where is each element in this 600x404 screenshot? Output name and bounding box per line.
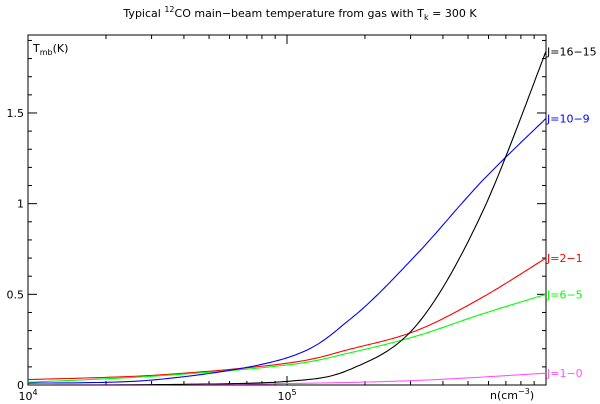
x-tick-label-base: 10 <box>277 390 291 403</box>
series-label: J=2−1 <box>546 252 583 265</box>
y-tick-label: 1.5 <box>7 107 25 120</box>
y-tick-label: 1 <box>17 198 24 211</box>
x-tick-label-exponent: 5 <box>291 388 296 397</box>
y-tick-label: 0.5 <box>7 288 25 301</box>
title-suffix: = 300 K <box>429 7 478 20</box>
series-line <box>28 51 547 386</box>
title-main: CO main−beam temperature from gas with T <box>175 7 425 20</box>
title-subscript: k <box>424 13 429 22</box>
series-label: J=10−9 <box>546 112 590 125</box>
series-line <box>27 257 547 381</box>
x-tick-label: 105 <box>277 388 296 403</box>
title-prefix: Typical <box>122 7 164 20</box>
y-axis-label-main: T <box>32 42 40 55</box>
series-label: J=16−15 <box>546 45 597 58</box>
chart-title: Typical 12CO main−beam temperature from … <box>122 5 477 22</box>
series-labels: J=1−0 J=2−1 J=6−5 J=10−9 J=16−15 <box>546 45 597 380</box>
x-axis-label-close: ) <box>530 389 534 402</box>
x-axis-label: n(cm−3) <box>490 387 534 402</box>
x-tick-label-exponent: 4 <box>32 388 37 397</box>
y-axis-label-sub: mb <box>40 48 53 57</box>
x-tick-label: 104 <box>18 388 37 403</box>
x-axis-label-sup: −3 <box>518 387 530 396</box>
y-tick-label: 0 <box>17 379 24 392</box>
series-label: J=6−5 <box>546 288 583 301</box>
series-lines <box>27 51 547 386</box>
y-axis-label-unit: (K) <box>53 42 69 55</box>
series-line <box>27 117 547 384</box>
title-isotope: 12 <box>164 5 174 14</box>
series-label: J=1−0 <box>546 367 583 380</box>
plot-frame <box>27 34 547 386</box>
series-line <box>27 293 547 383</box>
axis-ticks <box>27 35 546 386</box>
y-axis-label: Tmb(K) <box>32 42 68 57</box>
x-tick-label-base: 10 <box>18 390 32 403</box>
x-axis-label-main: n(cm <box>490 389 518 402</box>
